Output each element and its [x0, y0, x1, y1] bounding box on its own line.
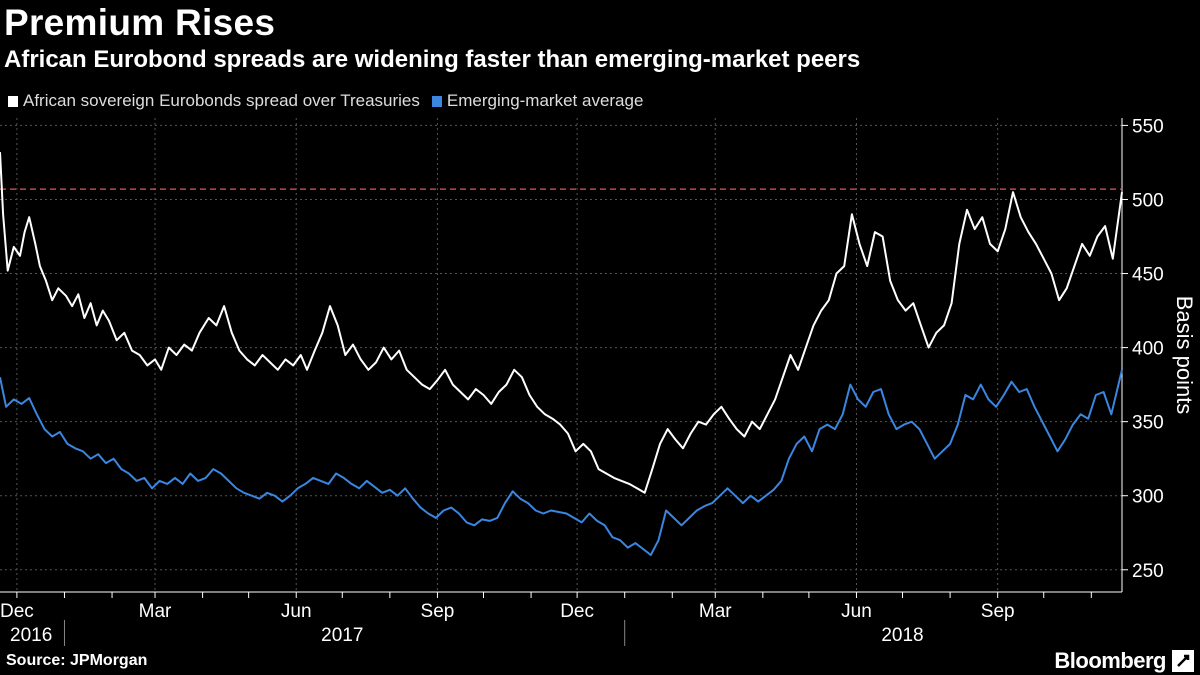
y-tick-label: 500: [1132, 190, 1164, 211]
y-tick-label: 550: [1132, 116, 1164, 137]
x-year-label: 2018: [881, 625, 923, 646]
y-axis-title: Basis points: [1172, 296, 1197, 415]
legend-label-african: African sovereign Eurobonds spread over …: [23, 91, 420, 110]
legend-item-african: African sovereign Eurobonds spread over …: [8, 91, 420, 111]
legend-swatch-em: [431, 95, 442, 107]
series-line-em: [0, 369, 1123, 556]
legend-item-em: Emerging-market average: [431, 91, 644, 111]
bloomberg-logo: Bloomberg: [1054, 648, 1166, 673]
y-tick-label: 450: [1132, 265, 1164, 286]
x-year-label: 2017: [321, 625, 363, 646]
legend-label-em: Emerging-market average: [446, 91, 644, 110]
x-tick-label: Jun: [281, 601, 312, 622]
x-tick-label: Mar: [139, 601, 172, 622]
chart-subtitle: African Eurobond spreads are widening fa…: [4, 46, 861, 73]
y-tick-label: 400: [1132, 339, 1164, 360]
y-tick-label: 250: [1132, 561, 1164, 582]
x-tick-label: Sep: [981, 601, 1015, 622]
chart-title: Premium Rises: [4, 2, 276, 43]
bloomberg-icon: [1172, 650, 1194, 672]
x-year-label: 2016: [10, 625, 52, 646]
source-note: Source: JPMorgan: [6, 652, 148, 669]
series-line-african: [0, 152, 1123, 494]
x-tick-label: Dec: [560, 601, 594, 622]
legend-swatch-african: [8, 95, 18, 107]
x-tick-label: Jun: [841, 601, 872, 622]
x-tick-label: Sep: [421, 601, 455, 622]
x-tick-label: Dec: [0, 601, 34, 622]
x-tick-label: Mar: [699, 601, 732, 622]
y-tick-label: 350: [1132, 413, 1164, 434]
y-tick-label: 300: [1132, 487, 1164, 508]
legend: African sovereign Eurobonds spread over …: [8, 91, 643, 111]
